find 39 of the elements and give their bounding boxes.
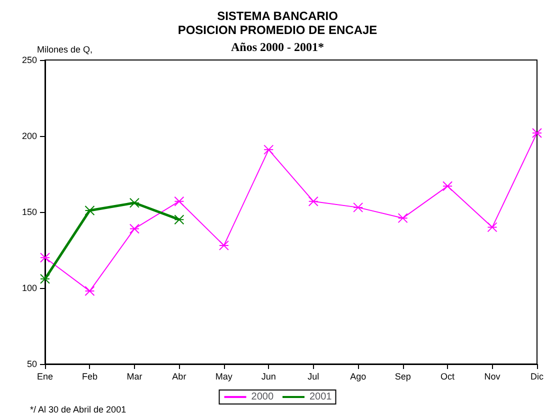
point	[174, 196, 184, 206]
point	[174, 214, 184, 225]
y-tick-label: 150	[22, 207, 37, 217]
point	[487, 222, 498, 232]
legend-label: 2001	[310, 392, 332, 402]
y-tick-label: 50	[26, 359, 37, 369]
point	[218, 240, 229, 250]
x-tick-label: May	[215, 372, 233, 382]
point	[129, 224, 140, 234]
point	[308, 196, 318, 206]
y-tick-label: 200	[22, 131, 37, 141]
point	[40, 252, 50, 263]
point	[532, 128, 542, 138]
point	[264, 144, 274, 155]
x-tick-label: Dic	[530, 372, 544, 382]
x-tick-label: Jul	[308, 372, 320, 382]
x-tick-label: Oct	[440, 372, 456, 382]
y-tick-label: 250	[22, 55, 37, 65]
x-tick-label: Ene	[36, 372, 54, 382]
point	[84, 286, 95, 296]
x-tick-label: Ago	[350, 372, 366, 382]
x-tick-label: Feb	[82, 372, 98, 382]
y-tick-label: 100	[22, 283, 37, 293]
legend-label: 2000	[251, 392, 274, 402]
y-axis-title: Milones de Q,	[37, 44, 93, 54]
x-tick-label: Mar	[126, 372, 142, 382]
x-tick-label: Nov	[484, 372, 501, 382]
x-tick-label: Jun	[261, 372, 276, 382]
x-tick-label: Abr	[172, 372, 186, 382]
chart-title: SISTEMA BANCARIO POSICION PROMEDIO DE ENCAJE	[178, 9, 378, 37]
point	[40, 274, 50, 284]
point	[353, 202, 364, 212]
x-tick-label: Sep	[394, 372, 411, 382]
point	[442, 181, 453, 192]
point	[129, 198, 140, 208]
point	[84, 205, 95, 216]
chart-subtitle: Años 2000 - 2001*	[230, 40, 324, 54]
point	[398, 213, 408, 224]
text: */ Al 30 de Abril de 2001	[30, 404, 126, 414]
